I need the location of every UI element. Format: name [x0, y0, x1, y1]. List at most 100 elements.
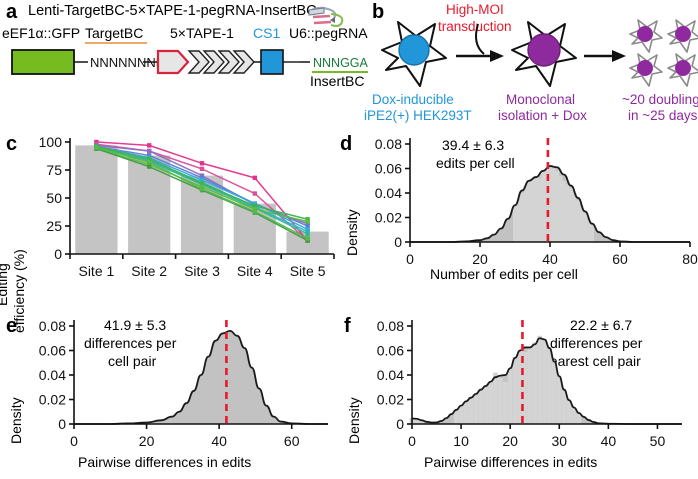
panel-d-plot-hist-bar	[583, 212, 587, 242]
panel-c-xtick-label: Site 3	[184, 263, 220, 279]
panel-c-point	[94, 139, 99, 145]
panel-d-plot-ytick-label: 0	[394, 234, 402, 250]
panel-f-plot-hist-bar	[571, 408, 577, 424]
panel-e-plot-xtick-label: 40	[211, 433, 227, 449]
panel-c-ytick-label: 50	[46, 190, 62, 206]
panel-c-point	[305, 236, 310, 241]
panel-c-point	[305, 217, 310, 222]
panel-d-plot-hist-bar	[523, 185, 528, 242]
panel-c-point	[305, 223, 310, 229]
targetbc-sequence: NNNNNNNN	[90, 55, 165, 70]
panel-e-xlabel: Pairwise differences in edits	[78, 454, 252, 470]
nucleus-small-3	[637, 60, 653, 76]
panel-d-plot-xtick-label: 60	[612, 251, 628, 267]
panel-d-plot-xtick-label: 20	[472, 251, 488, 267]
panel-d-plot-hist-bar	[537, 178, 542, 242]
panel-f-plot-hist-bar	[527, 346, 533, 424]
panel-f-plot-hist-bar	[419, 420, 425, 424]
panel-e-plot-ytick-label: 0.08	[39, 318, 66, 334]
panel-d-plot-hist-bar	[572, 193, 577, 242]
panel-c-point	[305, 227, 310, 232]
panel-f-annotation-line2: differences per	[550, 335, 643, 351]
nucleus-2	[527, 33, 561, 67]
panel-e-plot-ytick-label: 0.04	[39, 367, 66, 383]
panel-f-plot-hist-bar	[532, 342, 538, 424]
panel-f-annotation-line3: nearest cell pair	[542, 353, 641, 369]
panel-d-plot-ytick-label: 0.04	[375, 185, 402, 201]
panel-b-arrow-label-line1: High-MOI	[446, 2, 504, 17]
panel-d-plot-hist-bar	[579, 206, 584, 242]
panel-f-plot-hist-bar	[537, 335, 543, 424]
panel-f-plot-hist-bar	[473, 394, 479, 424]
panel-d-plot-hist-bar	[530, 178, 535, 242]
panel-f-plot-xtick-label: 0	[408, 433, 416, 449]
panel-a-title: Lenti-TargetBC-5×TAPE-1-pegRNA-InsertBC	[28, 3, 317, 19]
panel-e: e Density 41.9 ± 5.3 differences per cel…	[0, 296, 340, 479]
panel-f-plot-hist-bar	[517, 350, 523, 424]
panel-d-plot-hist-bar	[551, 168, 556, 242]
panel-c-ytick-label: 75	[46, 162, 62, 178]
panel-f-plot-hist-bar	[561, 390, 567, 424]
pegrna-cartoon-icon	[308, 6, 344, 27]
panel-d-plot-hist-bar	[516, 200, 521, 242]
panel-c-point	[252, 191, 257, 196]
panel-c-point	[252, 175, 257, 181]
panel-d-plot-hist-bar	[586, 219, 591, 242]
panel-f: f Density 22.2 ± 6.7 differences per nea…	[338, 296, 698, 479]
panel-f-plot-hist-bar	[458, 405, 464, 424]
panel-e-annotation-line2: differences per	[84, 335, 177, 351]
panel-f-plot-hist-bar	[566, 400, 572, 424]
panel-a-letter: a	[6, 1, 18, 23]
panel-c-point	[305, 219, 310, 224]
panel-a-label-tape: 5×TAPE-1	[170, 25, 234, 41]
nucleus-1	[398, 34, 430, 66]
panel-e-ylabel: Density	[8, 397, 24, 444]
panel-d-plot-hist-bar	[555, 170, 559, 242]
panel-e-plot-xtick-label: 60	[284, 433, 300, 449]
panel-b-caption-1-line1: Dox-inducible	[372, 92, 454, 107]
panel-d-plot-hist-bar	[527, 181, 531, 242]
panel-a-label-targetbc: TargetBC	[85, 25, 144, 41]
panel-c-point	[147, 148, 152, 154]
panel-e-plot: 0 0.02 0.04 0.06 0.08 0 20 40 60	[39, 318, 328, 449]
nucleus-small-1	[637, 26, 653, 42]
panel-c-ytick-label: 25	[46, 218, 62, 234]
panel-c-point	[305, 231, 310, 237]
panel-d-plot-ytick-label: 0.02	[375, 210, 402, 226]
insertbc-sequence: NNNGGA	[313, 56, 369, 70]
panel-d-plot-hist-bar	[590, 224, 594, 242]
panel-d-plot-hist-bar	[558, 175, 563, 242]
panel-f-plot-hist-bar	[468, 398, 474, 424]
panel-f-plot-xtick-label: 10	[453, 433, 469, 449]
panel-c-point	[147, 164, 152, 169]
panel-d-plot-hist-bar	[562, 180, 566, 242]
panel-e-plot-ytick-label: 0.02	[39, 392, 66, 408]
panel-f-plot-hist-bar	[551, 362, 557, 424]
panel-e-annotation-line1: 41.9 ± 5.3	[104, 317, 167, 333]
nucleus-small-4	[675, 60, 691, 76]
panel-f-plot-hist-bar	[522, 351, 528, 424]
panel-c-xtick-label: Site 5	[290, 263, 326, 279]
panel-a-label-u6-pegrna: U6::pegRNA	[289, 25, 368, 41]
panel-c-point	[147, 162, 152, 167]
panel-d-xlabel: Number of edits per cell	[430, 266, 578, 282]
panel-c-point	[252, 207, 257, 212]
panel-d: d Density 39.4 ± 6.3 edits per cell Numb…	[338, 128, 698, 288]
panel-d-plot-hist-bar	[534, 175, 538, 242]
panel-d-plot-hist-bar	[520, 193, 524, 242]
panel-c-xtick-label: Site 2	[131, 263, 167, 279]
panel-f-plot-ytick-label: 0.04	[377, 367, 404, 383]
panel-f-plot-hist-bar	[483, 386, 489, 424]
panel-e-plot-xtick-label: 0	[70, 433, 78, 449]
panel-f-plot-fill	[412, 338, 682, 424]
panel-f-plot-xtick-label: 40	[601, 433, 617, 449]
panel-f-plot-hist-bar	[478, 390, 484, 424]
panel-c-point	[252, 203, 257, 209]
panel-c: c Editing efficiency (%) 0 25 50 75 100 Site …	[0, 128, 340, 333]
panel-d-ylabel: Density	[344, 209, 360, 256]
panel-f-ylabel: Density	[346, 397, 362, 444]
panel-d-plot-hist-bar	[548, 166, 552, 242]
nucleus-small-2	[675, 26, 691, 42]
panel-f-plot-hist-bar	[576, 413, 582, 424]
panel-e-letter: e	[6, 315, 18, 337]
